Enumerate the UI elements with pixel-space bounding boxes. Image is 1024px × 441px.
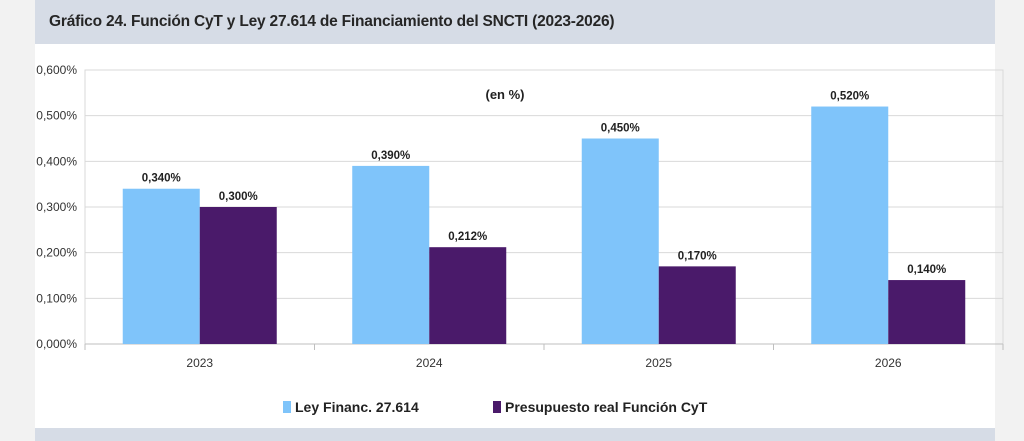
chart-title: Gráfico 24. Función CyT y Ley 27.614 de … (49, 13, 615, 30)
legend-label: Ley Financ. 27.614 (295, 399, 419, 415)
chart-title-bar: Gráfico 24. Función CyT y Ley 27.614 de … (35, 0, 995, 44)
bar-ley (352, 165, 430, 344)
data-label: 0,170% (678, 250, 717, 262)
data-label: 0,340% (142, 173, 181, 185)
bar-presupuesto (658, 266, 736, 344)
y-tick-label: 0,200% (36, 246, 77, 260)
x-tick-label: 2023 (186, 356, 213, 370)
data-label: 0,212% (448, 231, 487, 243)
legend-label: Presupuesto real Función CyT (505, 399, 708, 415)
x-tick-label: 2024 (416, 356, 443, 370)
y-tick-label: 0,600% (36, 63, 77, 77)
data-label: 0,450% (601, 123, 640, 135)
bar-ley (811, 106, 889, 345)
page-margin-right (995, 0, 1024, 441)
bar-presupuesto (888, 280, 966, 344)
data-label: 0,300% (219, 191, 258, 203)
bar-ley (122, 188, 200, 344)
y-tick-label: 0,000% (36, 337, 77, 351)
bar-presupuesto (429, 247, 507, 344)
y-tick-label: 0,100% (36, 291, 77, 305)
data-label: 0,520% (830, 91, 869, 103)
bar-presupuesto (199, 207, 277, 344)
bottom-bar (35, 428, 995, 441)
x-tick-label: 2026 (875, 356, 902, 370)
page-margin-left (0, 0, 35, 441)
y-tick-label: 0,400% (36, 154, 77, 168)
bar-ley (581, 138, 659, 344)
x-tick-label: 2025 (645, 356, 672, 370)
data-label: 0,390% (371, 150, 410, 162)
y-tick-label: 0,300% (36, 200, 77, 214)
legend-swatch (493, 401, 501, 413)
data-label: 0,140% (907, 264, 946, 276)
legend-swatch (283, 401, 291, 413)
chart-subtitle: (en %) (486, 87, 525, 102)
y-tick-label: 0,500% (36, 109, 77, 123)
